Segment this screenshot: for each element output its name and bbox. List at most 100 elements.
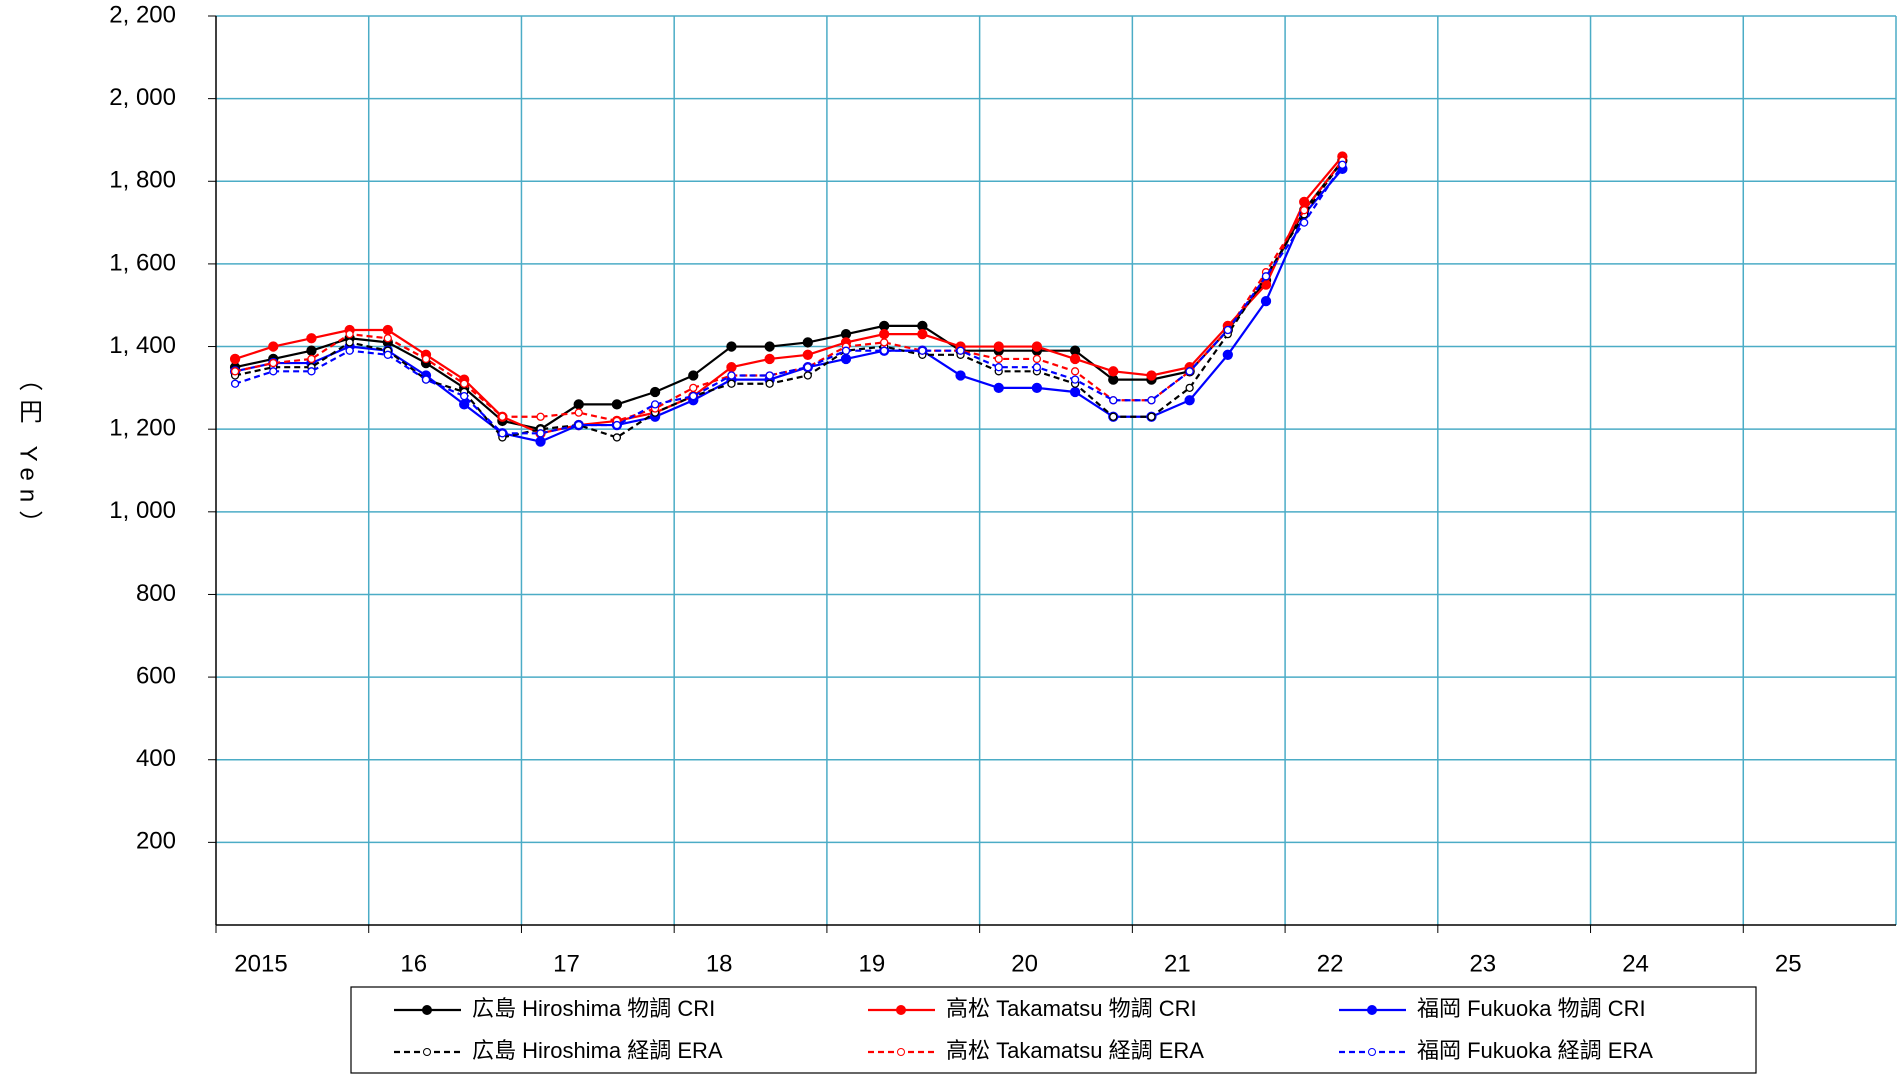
data-point bbox=[1300, 218, 1309, 227]
x-tick-label: 25 bbox=[1775, 950, 1802, 977]
data-point bbox=[994, 363, 1003, 372]
data-point bbox=[1147, 396, 1156, 405]
data-point bbox=[918, 346, 927, 355]
y-tick-label: 600 bbox=[136, 662, 176, 689]
legend-label: 広島 Hiroshima 経調 ERA bbox=[472, 1038, 723, 1063]
data-point bbox=[688, 370, 699, 381]
x-tick-label: 19 bbox=[859, 950, 886, 977]
legend: 広島 Hiroshima 物調 CRI 高松 Takamatsu 物調 CRI 福岡… bbox=[350, 986, 1757, 1074]
data-point bbox=[993, 341, 1004, 352]
data-point bbox=[460, 391, 469, 401]
data-point bbox=[765, 371, 774, 380]
data-point bbox=[536, 412, 545, 421]
y-tick-label: 400 bbox=[136, 745, 176, 772]
data-point bbox=[611, 399, 623, 410]
data-point bbox=[345, 346, 354, 355]
data-point bbox=[993, 382, 1004, 394]
x-tick-label: 2015 bbox=[234, 950, 287, 977]
data-point bbox=[612, 433, 622, 442]
data-point bbox=[574, 420, 583, 430]
y-tick-label: 2, 000 bbox=[109, 84, 176, 111]
y-tick-label: 1, 200 bbox=[109, 415, 176, 442]
data-point bbox=[764, 353, 775, 365]
y-tick-label: 1, 600 bbox=[109, 249, 176, 276]
data-point bbox=[802, 337, 813, 348]
data-point bbox=[840, 353, 852, 365]
data-point bbox=[269, 367, 278, 376]
x-tick-label: 21 bbox=[1164, 950, 1191, 977]
data-point bbox=[498, 412, 507, 421]
data-point bbox=[1184, 395, 1195, 406]
data-point bbox=[803, 363, 812, 372]
x-tick-label: 23 bbox=[1469, 950, 1496, 977]
data-point bbox=[1222, 349, 1233, 360]
data-point bbox=[307, 367, 316, 376]
data-point bbox=[1300, 206, 1309, 215]
data-point bbox=[1223, 325, 1232, 335]
legend-label: 広島 Hiroshima 物調 CRI bbox=[472, 996, 715, 1021]
data-point bbox=[345, 329, 354, 339]
legend-marker bbox=[896, 1005, 906, 1015]
data-point bbox=[1109, 396, 1118, 405]
data-point bbox=[689, 391, 698, 401]
y-tick-label: 1, 000 bbox=[109, 497, 176, 524]
data-point bbox=[574, 408, 583, 417]
data-point bbox=[1032, 363, 1042, 372]
data-point bbox=[955, 370, 966, 381]
data-point bbox=[269, 358, 278, 368]
data-point bbox=[841, 346, 851, 355]
data-point bbox=[1069, 353, 1081, 365]
data-point bbox=[956, 346, 965, 355]
y-tick-label: 200 bbox=[136, 828, 176, 855]
data-point bbox=[1070, 367, 1080, 376]
legend-marker bbox=[1368, 1048, 1376, 1056]
data-point bbox=[994, 354, 1003, 364]
series-line bbox=[234, 168, 1344, 443]
data-point bbox=[421, 375, 431, 384]
data-point bbox=[306, 333, 317, 344]
data-point bbox=[230, 367, 240, 376]
data-point bbox=[802, 349, 813, 360]
data-point bbox=[1108, 366, 1119, 377]
series-line bbox=[234, 159, 1344, 423]
legend-marker bbox=[1367, 1005, 1377, 1015]
legend-marker bbox=[422, 1005, 432, 1015]
legend-label: 高松 Takamatsu 物調 CRI bbox=[946, 996, 1197, 1021]
data-point bbox=[1031, 341, 1043, 352]
data-point bbox=[649, 386, 661, 398]
data-point bbox=[1069, 386, 1081, 398]
data-point bbox=[1260, 295, 1272, 307]
data-point bbox=[917, 328, 928, 340]
data-point bbox=[536, 429, 545, 438]
data-point bbox=[229, 353, 241, 365]
data-point bbox=[1109, 412, 1118, 421]
data-point bbox=[498, 429, 507, 438]
legend-label: 福岡 Fukuoka 物調 CRI bbox=[1417, 996, 1646, 1021]
x-tick-label: 17 bbox=[553, 950, 580, 977]
y-axis-title: （円 Yen） bbox=[14, 367, 42, 543]
data-point bbox=[1032, 354, 1042, 364]
x-tick-label: 24 bbox=[1622, 950, 1649, 977]
series-line bbox=[234, 159, 1344, 439]
data-point bbox=[383, 334, 392, 343]
data-point bbox=[1185, 367, 1194, 376]
x-tick-label: 22 bbox=[1317, 950, 1344, 977]
data-point bbox=[459, 399, 470, 410]
legend-marker bbox=[423, 1048, 431, 1056]
data-point bbox=[650, 400, 660, 409]
data-point bbox=[727, 379, 736, 388]
data-point bbox=[1261, 272, 1271, 281]
data-point bbox=[421, 354, 431, 364]
data-point bbox=[726, 362, 737, 373]
series-line bbox=[234, 155, 1344, 435]
data-point bbox=[460, 379, 469, 388]
data-point bbox=[1185, 383, 1194, 393]
x-tick-label: 20 bbox=[1011, 950, 1038, 977]
series-line bbox=[234, 159, 1344, 431]
y-tick-label: 1, 400 bbox=[109, 332, 176, 359]
data-point bbox=[383, 350, 392, 359]
data-point bbox=[727, 371, 736, 380]
data-point bbox=[1338, 160, 1347, 169]
data-point bbox=[535, 436, 546, 447]
